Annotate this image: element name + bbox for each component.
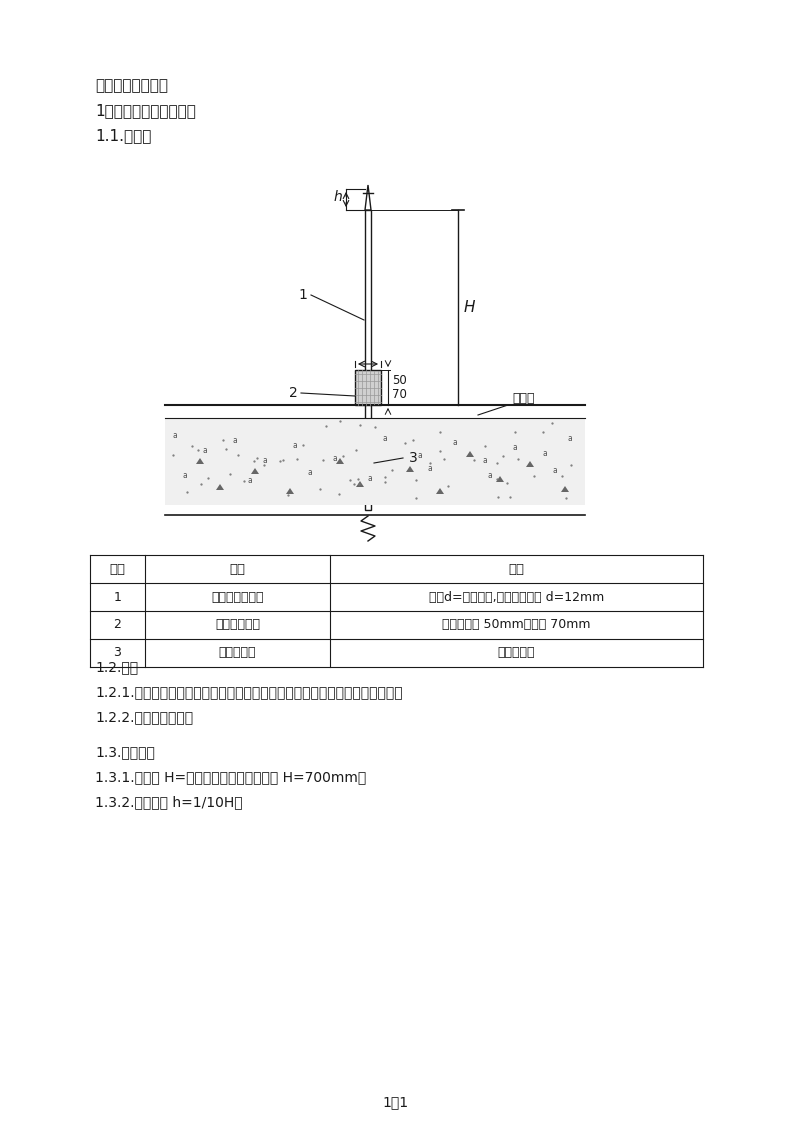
- Text: 3: 3: [113, 646, 121, 660]
- Text: 女儿墙: 女儿墙: [512, 392, 534, 405]
- Text: 2: 2: [113, 618, 121, 632]
- Text: a: a: [453, 438, 458, 447]
- Polygon shape: [336, 458, 344, 465]
- Text: a: a: [203, 445, 208, 454]
- Text: a: a: [418, 451, 423, 460]
- Text: 编号: 编号: [109, 562, 125, 576]
- Text: a: a: [553, 466, 557, 475]
- Text: a: a: [542, 449, 547, 458]
- Text: 1.2.说明: 1.2.说明: [95, 660, 138, 674]
- Text: 一、天面防雷工艺: 一、天面防雷工艺: [95, 79, 168, 93]
- Text: a: a: [368, 473, 373, 482]
- Text: a: a: [427, 463, 432, 472]
- Polygon shape: [496, 476, 504, 482]
- Text: h: h: [333, 190, 342, 204]
- Polygon shape: [436, 488, 444, 494]
- Text: a: a: [262, 456, 267, 465]
- Text: a: a: [332, 453, 337, 462]
- Polygon shape: [365, 185, 371, 210]
- Polygon shape: [216, 484, 224, 490]
- Text: 防雷引下线: 防雷引下线: [219, 646, 256, 660]
- Text: 1.3.2.针尖高度 h=1/10H。: 1.3.2.针尖高度 h=1/10H。: [95, 795, 243, 809]
- Text: 规格: 规格: [508, 562, 524, 576]
- Bar: [365, 210, 371, 511]
- Text: 名称: 名称: [229, 562, 246, 576]
- Polygon shape: [251, 468, 259, 473]
- Text: a: a: [568, 433, 573, 442]
- Polygon shape: [196, 458, 204, 465]
- Polygon shape: [561, 486, 569, 493]
- Polygon shape: [526, 461, 534, 467]
- Text: a: a: [232, 435, 237, 444]
- Text: a: a: [383, 433, 387, 442]
- Text: a: a: [293, 441, 297, 450]
- Text: 3: 3: [408, 451, 417, 465]
- Text: a: a: [173, 431, 178, 440]
- Text: 圆柱状水泥墩: 圆柱状水泥墩: [215, 618, 260, 632]
- Text: 见工程设计: 见工程设计: [498, 646, 535, 660]
- Text: 见图：直径 50mm，高度 70mm: 见图：直径 50mm，高度 70mm: [442, 618, 591, 632]
- Polygon shape: [406, 466, 414, 472]
- Text: a: a: [512, 442, 517, 451]
- Text: a: a: [182, 470, 187, 479]
- Text: 1.3.尺寸标准: 1.3.尺寸标准: [95, 745, 155, 758]
- Text: 1－1: 1－1: [383, 1095, 409, 1109]
- Polygon shape: [286, 488, 294, 494]
- Text: 直径d=设计要求,无设计要求时 d=12mm: 直径d=设计要求,无设计要求时 d=12mm: [429, 590, 604, 604]
- Text: 1.2.2.油漆颜色：银漆: 1.2.2.油漆颜色：银漆: [95, 710, 193, 724]
- Polygon shape: [466, 451, 474, 457]
- Text: 1、自制避雷针工艺标准: 1、自制避雷针工艺标准: [95, 103, 196, 118]
- Text: 70: 70: [392, 387, 407, 401]
- Text: H: H: [464, 300, 476, 314]
- Text: a: a: [483, 456, 488, 465]
- Text: 镀锌圆钢避雷针: 镀锌圆钢避雷针: [211, 590, 264, 604]
- Text: 1.3.1.总高度 H=设计要求，无设计要求时 H=700mm。: 1.3.1.总高度 H=设计要求，无设计要求时 H=700mm。: [95, 770, 366, 784]
- Bar: [165, 419, 585, 505]
- Text: a: a: [308, 468, 312, 477]
- Text: a: a: [488, 470, 492, 479]
- Text: a: a: [247, 476, 252, 485]
- Text: 1.2.1.避雷针与引下线的连接为双面焊接方式，连接处在女儿墙体或结构柱内。: 1.2.1.避雷针与引下线的连接为双面焊接方式，连接处在女儿墙体或结构柱内。: [95, 686, 403, 699]
- Text: 50: 50: [392, 374, 407, 386]
- Polygon shape: [356, 481, 364, 487]
- Bar: [355, 370, 381, 405]
- Text: 1: 1: [113, 590, 121, 604]
- Text: 1.1.大样图: 1.1.大样图: [95, 128, 151, 142]
- Text: 1: 1: [298, 288, 308, 302]
- Text: 2: 2: [289, 386, 297, 401]
